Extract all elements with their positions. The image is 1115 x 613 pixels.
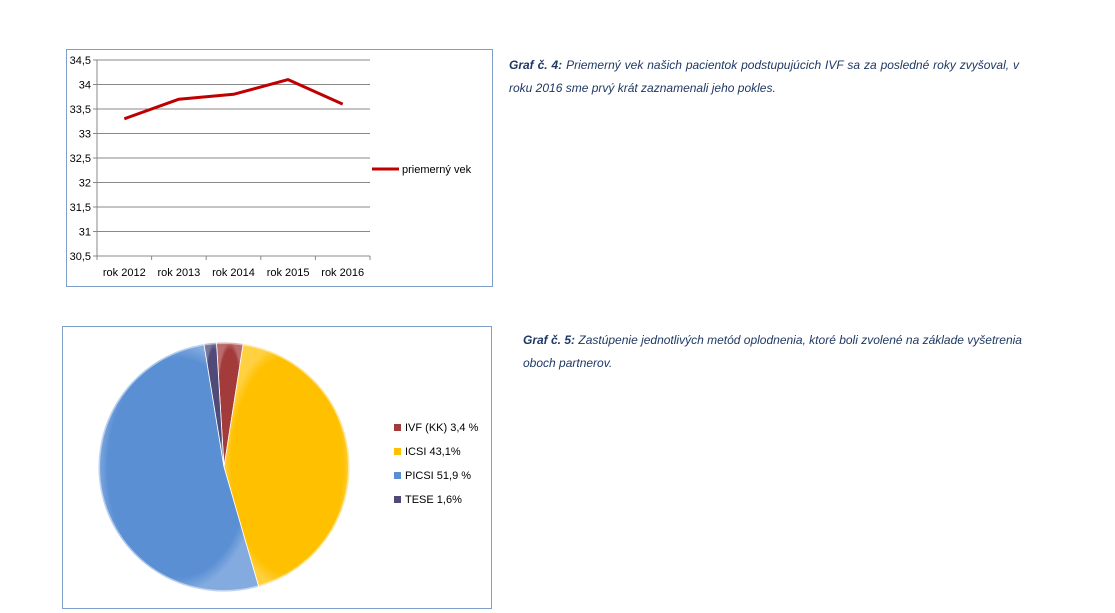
pie-highlight [98, 342, 350, 592]
caption-graf-4-text: Priemerný vek našich pacientok podstupuj… [509, 58, 1020, 95]
legend-swatch [394, 496, 401, 503]
caption-graf-5: Graf č. 5: Zastúpenie jednotlivých metód… [523, 329, 1033, 375]
y-tick-label: 33 [79, 129, 91, 141]
x-tick-label: rok 2014 [212, 267, 255, 279]
caption-graf-5-label: Graf č. 5: [523, 333, 576, 347]
line-chart-frame: 34,5 34 33,5 33 32,5 32 31,5 31 30,5 rok 2012 rok … [66, 49, 493, 287]
pie-chart: IVF (KK) 3,4 % ICSI 43,1% PICSI 51,9 % TESE… [97, 341, 479, 593]
y-tick-label: 34,5 [70, 55, 91, 67]
y-tick-label: 32,5 [70, 153, 91, 165]
legend-swatch [394, 472, 401, 479]
legend-label: PICSI 51,9 % [405, 470, 471, 482]
series-line-priemerny-vek [123, 78, 344, 121]
y-tick-label: 32 [79, 178, 91, 190]
x-tick-label: rok 2016 [321, 267, 364, 279]
caption-graf-5-text: Zastúpenie jednotlivých metód oplodnenia… [523, 333, 1022, 370]
legend-label: ICSI 43,1% [405, 446, 461, 458]
legend-label: TESE 1,6% [405, 494, 462, 506]
legend-swatch [394, 424, 401, 431]
x-tick-label: rok 2015 [267, 267, 310, 279]
pie-chart-frame: IVF (KK) 3,4 % ICSI 43,1% PICSI 51,9 % TESE… [62, 326, 492, 609]
legend-label: IVF (KK) 3,4 % [405, 422, 479, 434]
y-tick-label: 33,5 [70, 104, 91, 116]
y-tick-label: 31,5 [70, 202, 91, 214]
x-tick-label: rok 2012 [103, 267, 146, 279]
caption-graf-4: Graf č. 4: Priemerný vek našich paciento… [509, 54, 1019, 100]
line-chart: 34,5 34 33,5 33 32,5 32 31,5 31 30,5 rok 2012 rok … [70, 55, 472, 279]
y-tick-label: 34 [79, 80, 91, 92]
y-tick-label: 30,5 [70, 251, 91, 263]
x-tick-label: rok 2013 [157, 267, 200, 279]
legend-swatch [394, 448, 401, 455]
legend-label: priemerný vek [402, 164, 472, 176]
caption-graf-4-label: Graf č. 4: [509, 58, 563, 72]
y-tick-label: 31 [79, 227, 91, 239]
